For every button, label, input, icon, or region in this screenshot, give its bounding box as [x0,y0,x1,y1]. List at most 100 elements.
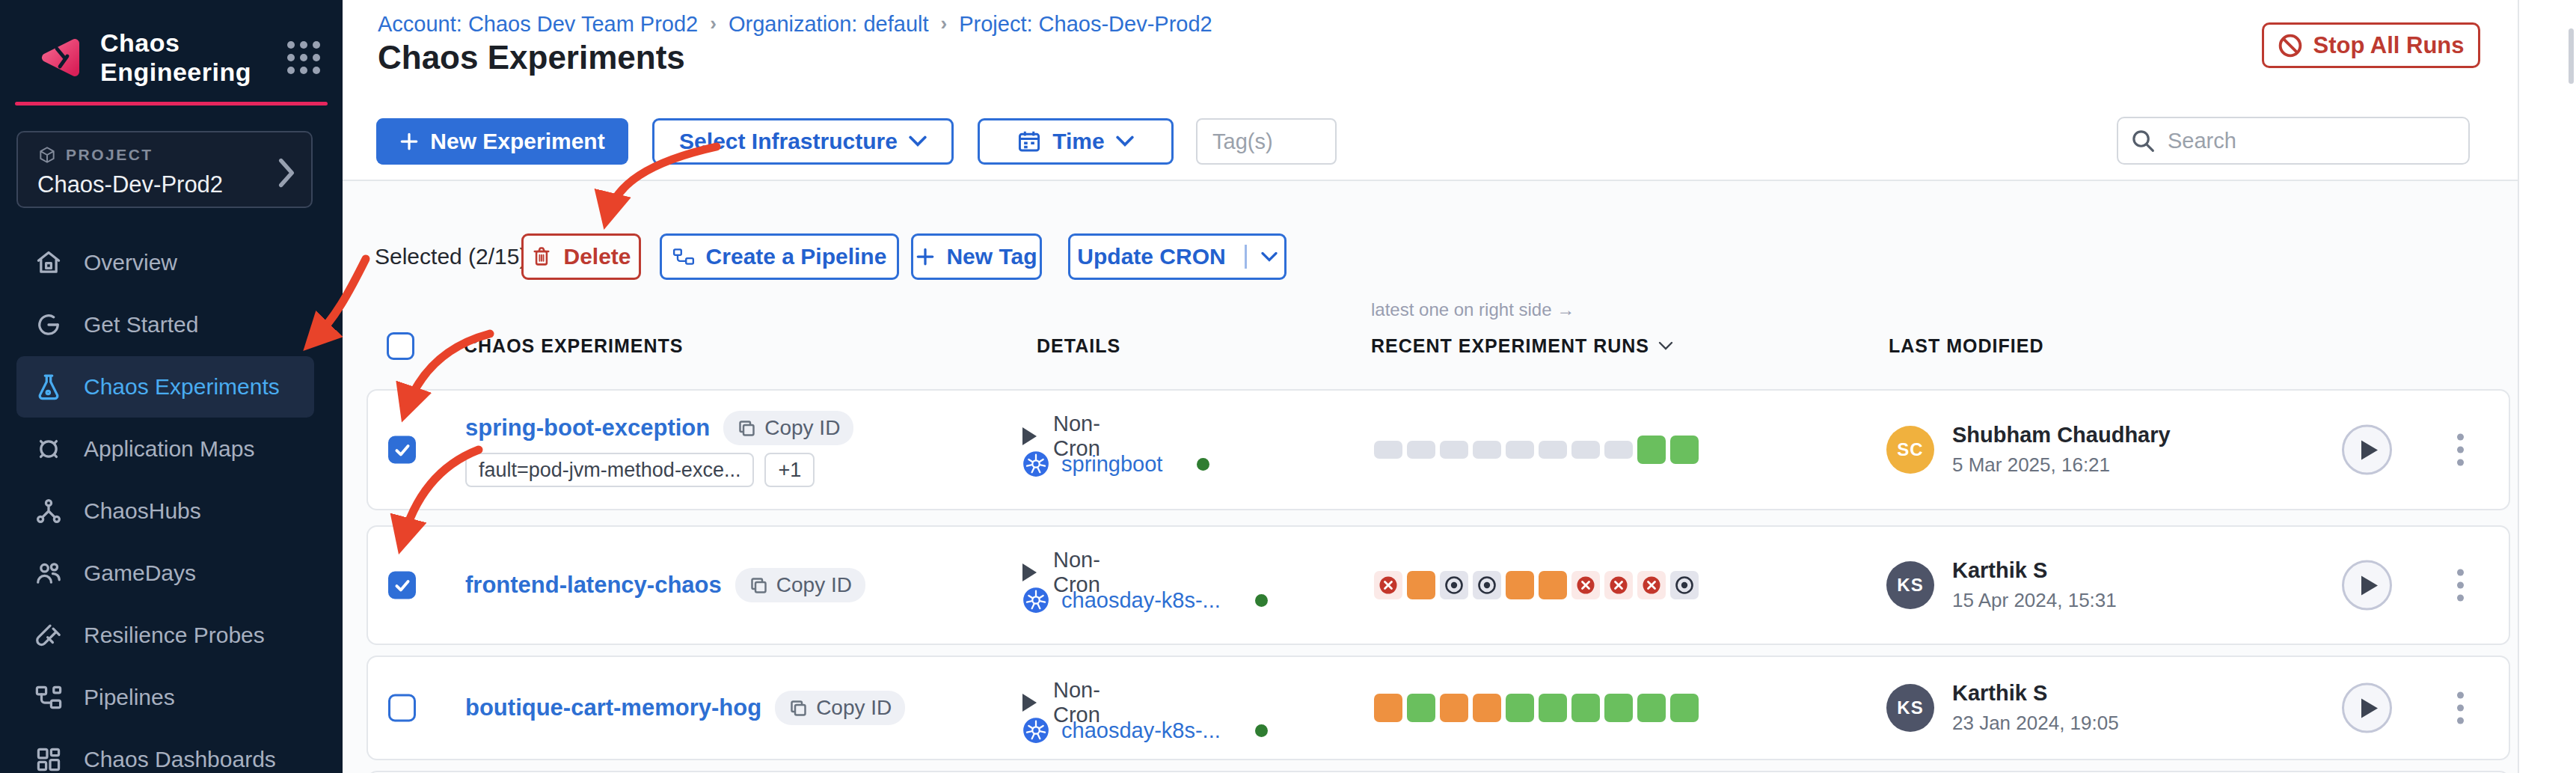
home-icon [33,247,64,278]
sidebar-item-resilience-probes[interactable]: Resilience Probes [16,605,314,666]
copy-id-button[interactable]: Copy ID [775,691,905,725]
run-status-empty[interactable] [1374,441,1402,459]
select-infrastructure-label: Select Infrastructure [679,129,898,154]
run-status-passed[interactable] [1604,694,1633,722]
last-modified: KSKarthik S15 Apr 2024, 15:31 [1886,558,2117,612]
breadcrumb-account-link[interactable]: Account: Chaos Dev Team Prod2 [378,12,698,37]
play-icon [2361,698,2378,718]
run-status-empty[interactable] [1407,441,1435,459]
row-menu-button[interactable] [2450,688,2471,729]
run-status-running[interactable] [1539,571,1567,599]
run-status-running[interactable] [1440,694,1468,722]
sidebar-item-chaos-experiments[interactable]: Chaos Experiments [16,356,314,418]
run-status-empty[interactable] [1571,441,1600,459]
sort-chevron-icon[interactable] [1658,341,1673,351]
run-status-failed[interactable] [1637,571,1666,599]
run-experiment-button[interactable] [2342,560,2392,611]
infrastructure-link[interactable]: chaosday-k8s-... [1061,718,1221,743]
page: { "colors": { "sidebar_bg": "#0c1b2d", "… [0,0,2576,773]
calendar-icon [1017,129,1041,153]
experiment-checkbox[interactable] [388,572,416,599]
scrollbar-thumb[interactable] [2569,28,2574,84]
sidebar-item-chaos-dashboards[interactable]: Chaos Dashboards [16,729,314,773]
copy-id-button[interactable]: Copy ID [735,568,865,602]
people-icon [33,557,64,589]
time-filter-dropdown[interactable]: Time [978,118,1174,165]
stop-all-runs-button[interactable]: Stop All Runs [2262,22,2480,68]
infrastructure-link[interactable]: chaosday-k8s-... [1061,588,1221,613]
sidebar-item-pipelines[interactable]: Pipelines [16,667,314,728]
run-experiment-button[interactable] [2342,425,2392,475]
sidebar-item-label: Chaos Experiments [84,374,280,400]
update-cron-button[interactable]: Update CRON [1068,233,1287,280]
sidebar-item-application-maps[interactable]: Application Maps [16,418,314,480]
run-status-stopped[interactable] [1670,571,1699,599]
new-tag-button[interactable]: New Tag [911,233,1042,280]
create-pipeline-button[interactable]: Create a Pipeline [660,233,899,280]
run-status-failed[interactable] [1571,571,1600,599]
page-title: Chaos Experiments [378,39,685,76]
sidebar-item-get-started[interactable]: Get Started [16,294,314,355]
project-selector[interactable]: PROJECT Chaos-Dev-Prod2 [16,131,313,208]
run-status-empty[interactable] [1604,441,1633,459]
expand-triangle-icon[interactable] [1022,563,1037,581]
copy-icon [737,418,757,439]
hub-icon [33,495,64,527]
run-status-running[interactable] [1506,571,1534,599]
expand-triangle-icon[interactable] [1022,694,1037,712]
copy-id-button[interactable]: Copy ID [723,411,853,445]
run-status-failed[interactable] [1604,571,1633,599]
tags-filter-input[interactable] [1196,118,1337,165]
run-status-stopped[interactable] [1440,571,1468,599]
sidebar-item-gamedays[interactable]: GameDays [16,543,314,604]
run-status-stopped[interactable] [1473,571,1501,599]
button-divider [1245,245,1247,269]
expand-triangle-icon[interactable] [1022,427,1037,445]
sidebar-nav: Overview Get Started Chaos Experiments Appl… [0,232,343,773]
chevron-down-icon [909,135,927,147]
sidebar-item-chaoshubs[interactable]: ChaosHubs [16,480,314,542]
copy-id-label: Copy ID [764,416,840,440]
select-all-checkbox[interactable] [387,332,414,360]
run-status-passed[interactable] [1670,436,1699,464]
sidebar-item-overview[interactable]: Overview [16,232,314,293]
row-menu-button[interactable] [2450,430,2471,471]
experiment-row-card: spring-boot-exceptionCopy IDfault=pod-jv… [367,389,2510,510]
run-status-failed[interactable] [1374,571,1402,599]
experiment-name-link[interactable]: frontend-latency-chaos [465,572,722,599]
row-menu-button[interactable] [2450,565,2471,606]
run-status-passed[interactable] [1407,694,1435,722]
experiment-name-link[interactable]: spring-boot-exception [465,415,710,442]
run-status-running[interactable] [1473,694,1501,722]
experiment-checkbox[interactable] [388,436,416,464]
chevron-right-icon [277,158,296,188]
new-experiment-button[interactable]: New Experiment [376,118,628,165]
run-status-empty[interactable] [1440,441,1468,459]
experiment-checkbox[interactable] [388,694,416,722]
run-status-passed[interactable] [1506,694,1534,722]
run-status-running[interactable] [1407,571,1435,599]
delete-selected-button[interactable]: Delete [521,233,641,280]
play-icon [2361,575,2378,595]
run-status-empty[interactable] [1473,441,1501,459]
run-experiment-button[interactable] [2342,683,2392,733]
sidebar-item-label: Overview [84,250,177,275]
breadcrumb-project-link[interactable]: Project: Chaos-Dev-Prod2 [959,12,1212,37]
run-status-running[interactable] [1374,694,1402,722]
run-status-passed[interactable] [1670,694,1699,722]
run-status-passed[interactable] [1637,436,1666,464]
app-switcher-icon[interactable] [287,41,320,74]
breadcrumb-org-link[interactable]: Organization: default [729,12,929,37]
infrastructure-link[interactable]: springboot [1061,452,1162,477]
run-status-passed[interactable] [1539,694,1567,722]
experiment-name-link[interactable]: boutique-cart-memory-hog [465,694,761,721]
select-infrastructure-dropdown[interactable]: Select Infrastructure [652,118,954,165]
copy-icon [749,575,769,596]
run-status-empty[interactable] [1506,441,1534,459]
run-status-empty[interactable] [1539,441,1567,459]
chevron-down-icon[interactable] [1261,251,1278,263]
run-status-passed[interactable] [1571,694,1600,722]
play-icon [2361,440,2378,459]
search-input[interactable] [2117,117,2470,165]
run-status-passed[interactable] [1637,694,1666,722]
